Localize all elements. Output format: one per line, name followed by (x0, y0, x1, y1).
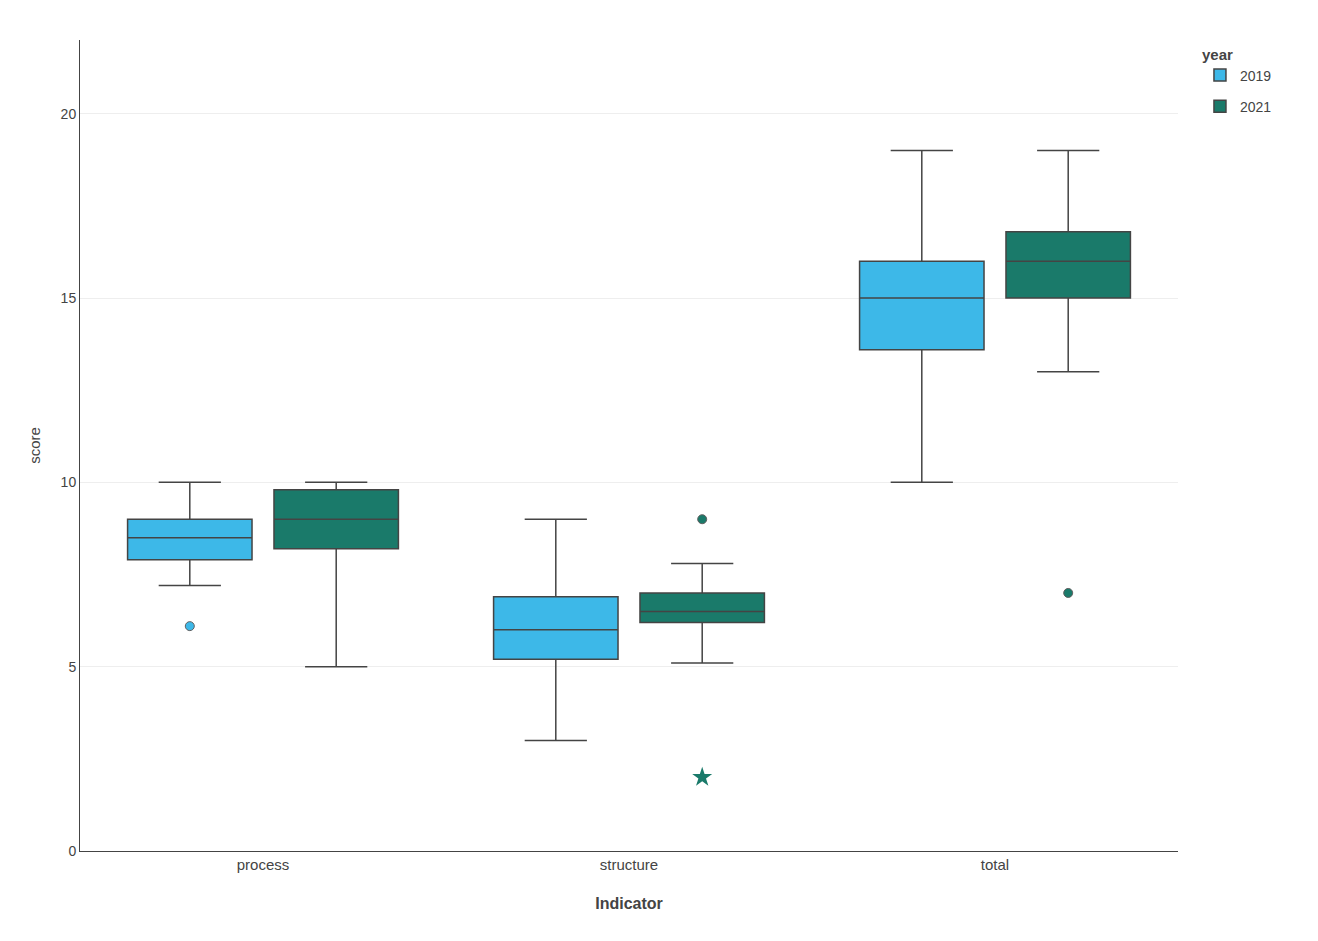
svg-text:2019: 2019 (1240, 68, 1271, 84)
svg-text:structure: structure (600, 856, 658, 873)
svg-text:0: 0 (68, 843, 76, 859)
svg-text:year: year (1202, 46, 1233, 63)
svg-text:total: total (981, 856, 1009, 873)
svg-text:10: 10 (61, 474, 77, 490)
svg-text:Indicator: Indicator (595, 895, 663, 912)
svg-text:2021: 2021 (1240, 99, 1271, 115)
svg-text:process: process (237, 856, 290, 873)
svg-text:score: score (26, 427, 43, 464)
svg-text:20: 20 (61, 106, 77, 122)
svg-text:5: 5 (68, 659, 76, 675)
svg-text:15: 15 (61, 290, 77, 306)
